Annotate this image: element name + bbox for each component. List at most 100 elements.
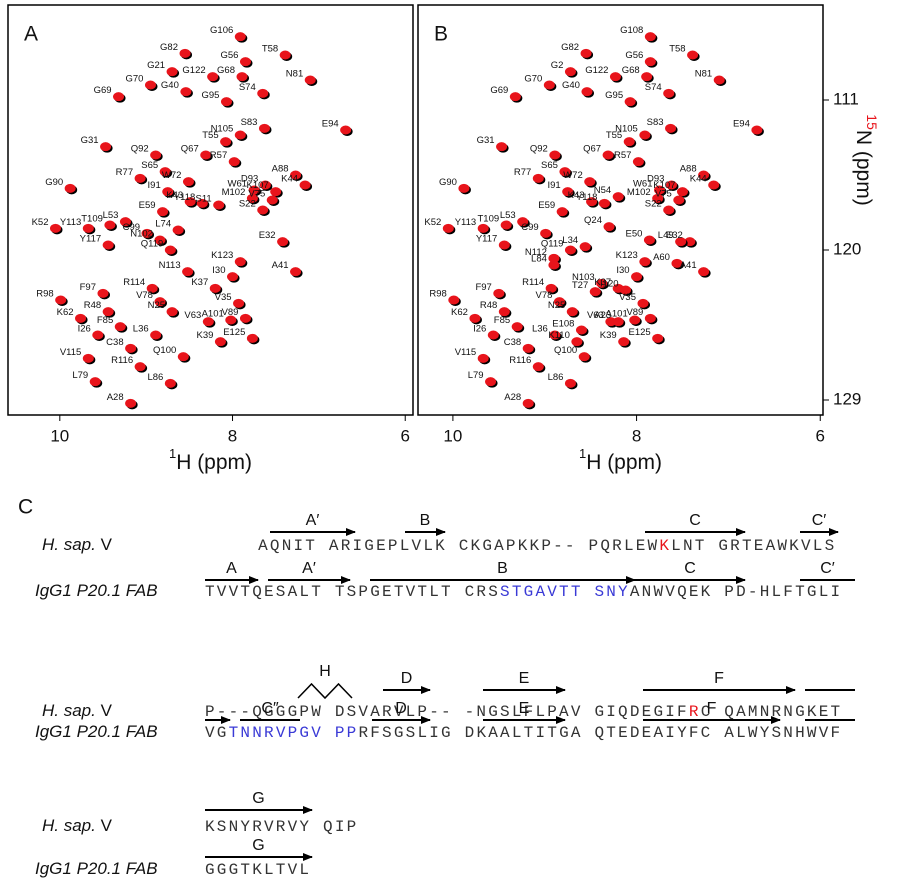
peak-label: E59	[139, 200, 156, 211]
peak	[290, 267, 302, 277]
peak	[663, 88, 675, 98]
peak-label: N113	[159, 260, 181, 271]
peak	[258, 123, 270, 133]
peak-label: Y118	[174, 192, 195, 203]
peak-label: L86	[548, 372, 564, 383]
peak	[632, 157, 644, 167]
peak	[652, 193, 664, 203]
panel-label: B	[434, 23, 448, 46]
x-tick-label: 6	[816, 426, 825, 445]
peak	[154, 235, 166, 245]
peak-label: W72	[162, 170, 182, 181]
peak-label: F85	[97, 315, 113, 326]
peak	[639, 257, 651, 267]
peak	[200, 150, 212, 160]
peak	[496, 142, 508, 152]
peak	[618, 337, 630, 347]
species-label: H. sap. V	[42, 535, 113, 554]
peak-label: A101	[606, 309, 628, 320]
peak	[49, 223, 61, 233]
peak-label: S83	[241, 117, 258, 128]
peak-label: F97	[475, 282, 491, 293]
peak	[157, 207, 169, 217]
peak	[184, 197, 196, 207]
peak	[75, 313, 87, 323]
peak	[100, 142, 112, 152]
peak	[214, 337, 226, 347]
x-tick-label: 10	[443, 426, 462, 445]
peak-label: R116	[111, 355, 133, 366]
peak-label: G69	[490, 85, 508, 96]
peak-label: Q92	[131, 144, 149, 155]
peak-label: S65	[541, 160, 558, 171]
peak	[182, 267, 194, 277]
species-label: IgG1 P20.1 FAB	[35, 859, 158, 878]
peak	[469, 313, 481, 323]
strand-label: C′	[812, 512, 827, 529]
peak	[220, 97, 232, 107]
peak	[532, 173, 544, 183]
peak	[233, 298, 245, 308]
peak-label: E94	[733, 119, 750, 130]
peak-label: G31	[477, 135, 495, 146]
peak-label: G122	[182, 65, 205, 76]
peak	[498, 307, 510, 317]
peak	[571, 337, 583, 347]
peak	[532, 362, 544, 372]
peak-label: R77	[514, 167, 531, 178]
peak	[623, 137, 635, 147]
peak-label: K107	[247, 180, 269, 191]
peak	[290, 170, 302, 180]
peak	[493, 288, 505, 298]
peak	[220, 137, 232, 147]
peak	[225, 315, 237, 325]
peak	[511, 322, 523, 332]
y-tick-label: 111	[833, 89, 859, 108]
peak-label: T55	[606, 130, 622, 141]
peak-label: Q100	[153, 345, 176, 356]
peak	[708, 180, 720, 190]
peak	[663, 205, 675, 215]
peak	[64, 183, 76, 193]
peak-label: A60	[653, 252, 670, 263]
peak	[665, 180, 677, 190]
y-tick-label: 129	[833, 389, 861, 408]
sequence-segment: KSNYRVRVY QIP	[205, 818, 358, 836]
peak-label: G82	[561, 42, 579, 53]
peak-label: E32	[259, 230, 276, 241]
peak	[500, 220, 512, 230]
panel-label: C	[18, 496, 33, 519]
y-tick-label: 120	[833, 239, 861, 258]
peak	[159, 167, 171, 177]
peak-label: K43	[568, 190, 585, 201]
peak	[643, 235, 655, 245]
peak	[239, 57, 251, 67]
peak-label: G108	[620, 25, 643, 36]
peak-label: G40	[562, 80, 580, 91]
strand-label: C	[684, 560, 696, 577]
peak-label: T109	[478, 214, 500, 225]
sequence: TVVTQESALT TSPGETVTLT CRSSTGAVTT SNYANWV…	[205, 583, 842, 601]
peak-label: K37	[191, 277, 208, 288]
peak-label: S65	[141, 160, 158, 171]
peak-label: D93	[241, 174, 258, 185]
peak	[279, 50, 291, 60]
peak	[522, 343, 534, 353]
peak-label: A88	[272, 164, 289, 175]
peak-label: G40	[161, 80, 179, 91]
peak-label: N25	[148, 300, 165, 311]
strand-label: C′	[820, 560, 835, 577]
x-axis-label-text: H (ppm)	[176, 451, 252, 474]
peak	[586, 197, 598, 207]
peak	[196, 198, 208, 208]
sequence-segment: TNNRVPGV PP	[229, 724, 359, 742]
peak	[713, 75, 725, 85]
peak-label: R98	[36, 289, 53, 300]
peak-label: C38	[504, 337, 521, 348]
peak-label: N105	[615, 124, 638, 135]
peak	[97, 288, 109, 298]
peak-label: A28	[504, 392, 521, 403]
peak-label: E59	[538, 200, 555, 211]
strand-label: F	[707, 700, 717, 717]
sequence-segment: RFSGSLIG DKAALTITGA QTEDEAIYFC ALWYSNHWV…	[358, 724, 842, 742]
